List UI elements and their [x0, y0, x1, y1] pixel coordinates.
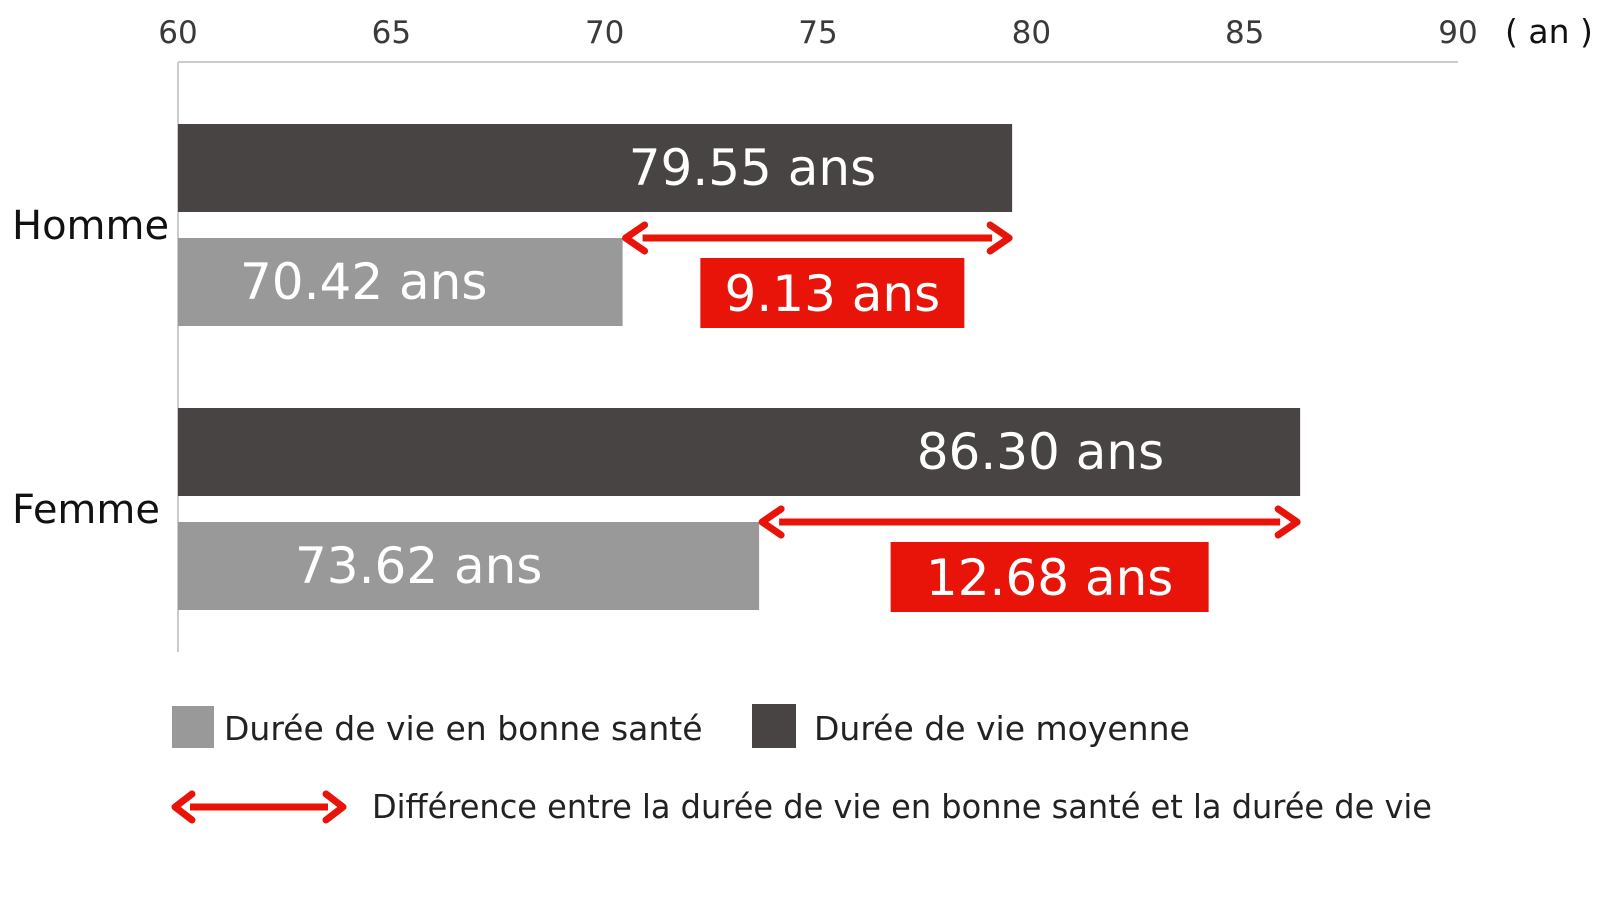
difference-box — [890, 542, 1209, 612]
bar-average-label: 86.30 ans — [917, 423, 1164, 481]
difference-arrow-head-right — [1274, 505, 1301, 539]
x-axis-unit: ( an ) — [1505, 12, 1593, 51]
difference-arrow-head-left — [622, 221, 649, 255]
bar-healthy-label: 70.42 ans — [240, 253, 487, 311]
legend: Durée de vie en bonne santé Durée de vie … — [171, 704, 1432, 826]
legend-arrow-head-right — [322, 790, 347, 824]
bar-healthy — [178, 522, 760, 610]
bar-average-label: 79.55 ans — [629, 139, 876, 197]
bar-healthy — [178, 238, 623, 326]
x-axis: 60 65 70 75 80 85 90 ( an ) — [158, 12, 1593, 652]
legend-label-healthy: Durée de vie en bonne santé — [224, 709, 703, 748]
category-label: Femme — [12, 487, 160, 533]
legend-arrow-head-left — [171, 790, 196, 824]
x-tick-label: 75 — [798, 15, 837, 51]
x-tick-label: 80 — [1012, 15, 1051, 51]
category-label: Homme — [12, 203, 169, 249]
category-labels: Homme Femme — [12, 203, 169, 533]
x-tick-label: 70 — [585, 15, 624, 51]
bar-average — [178, 408, 1301, 496]
x-tick-label: 60 — [158, 15, 197, 51]
difference-box — [700, 258, 965, 328]
legend-arrow-label: Différence entre la durée de vie en bonn… — [372, 787, 1432, 826]
bar-average — [178, 124, 1013, 212]
bars: 79.55 ans 70.42 ans 86.30 ans 73.62 ans — [178, 124, 1301, 610]
difference-markers: 9.13 ans 12.68 ans — [622, 221, 1301, 612]
bar-healthy-label: 73.62 ans — [295, 537, 542, 595]
legend-swatch-average — [752, 704, 796, 748]
x-tick-label: 85 — [1225, 15, 1264, 51]
legend-label-average: Durée de vie moyenne — [814, 709, 1190, 748]
difference-label: 12.68 ans — [926, 549, 1173, 607]
x-tick-label: 65 — [372, 15, 411, 51]
legend-swatch-healthy — [172, 706, 214, 748]
difference-arrow-head-right — [986, 221, 1013, 255]
difference-arrow-head-left — [758, 505, 785, 539]
difference-label: 9.13 ans — [725, 265, 941, 323]
x-tick-label: 90 — [1438, 15, 1477, 51]
